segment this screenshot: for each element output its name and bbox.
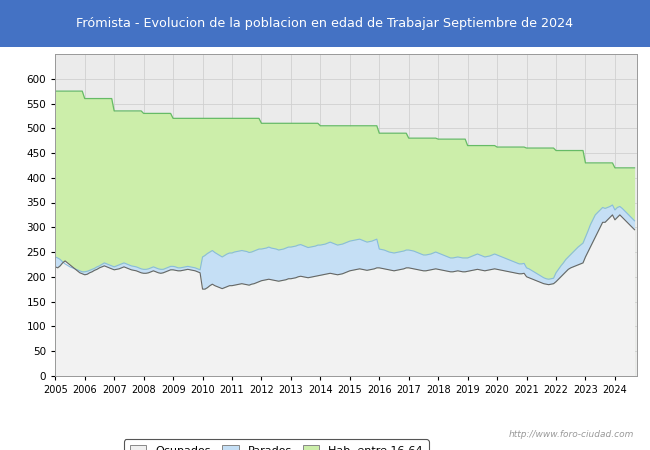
Legend: Ocupados, Parados, Hab. entre 16-64: Ocupados, Parados, Hab. entre 16-64: [124, 439, 428, 450]
Text: Frómista - Evolucion de la poblacion en edad de Trabajar Septiembre de 2024: Frómista - Evolucion de la poblacion en …: [77, 17, 573, 30]
Text: http://www.foro-ciudad.com: http://www.foro-ciudad.com: [508, 430, 634, 439]
